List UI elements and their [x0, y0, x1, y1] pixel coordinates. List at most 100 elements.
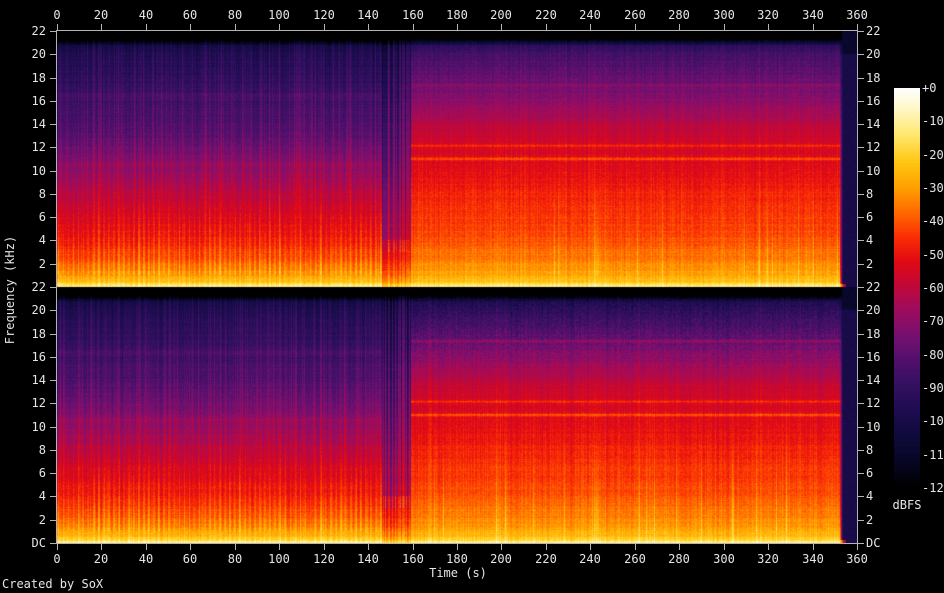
freq-tick-label: 20	[31, 47, 46, 61]
freq-tick-label: 2	[38, 257, 46, 271]
freq-tick	[858, 310, 864, 311]
time-tick	[546, 544, 547, 550]
freq-tick	[50, 124, 56, 125]
time-tick-label: 0	[53, 552, 61, 566]
freq-tick-label: 2	[38, 513, 46, 527]
freq-tick	[50, 520, 56, 521]
freq-tick	[858, 54, 864, 55]
time-tick-label: 280	[668, 552, 690, 566]
dbfs-tick-label: -40	[922, 214, 944, 229]
time-tick-label: 220	[535, 8, 557, 22]
time-tick	[679, 24, 680, 30]
freq-tick-label: 18	[866, 71, 881, 85]
time-tick-label: 20	[93, 552, 109, 566]
time-tick-label: 160	[402, 8, 424, 22]
freq-tick	[50, 54, 56, 55]
freq-tick	[50, 427, 56, 428]
time-tick-label: 360	[846, 552, 868, 566]
freq-tick-label: 4	[38, 489, 46, 503]
time-tick	[146, 24, 147, 30]
time-tick-label: 40	[138, 8, 154, 22]
spectrogram-canvas	[57, 31, 857, 543]
freq-tick	[858, 124, 864, 125]
time-tick	[190, 24, 191, 30]
freq-tick	[858, 380, 864, 381]
freq-tick-label: DC	[31, 536, 46, 550]
time-tick	[768, 544, 769, 550]
freq-tick-label: 16	[866, 350, 881, 364]
colorbar-title: dBFS	[892, 498, 922, 512]
freq-tick-label: DC	[866, 536, 881, 550]
freq-tick	[858, 403, 864, 404]
freq-tick	[50, 194, 56, 195]
freq-tick	[50, 31, 56, 32]
freq-tick-label: 16	[866, 94, 881, 108]
time-tick-label: 80	[227, 8, 243, 22]
freq-tick-label: 12	[866, 396, 881, 410]
time-tick	[235, 544, 236, 550]
freq-tick-label: 20	[866, 303, 881, 317]
time-tick	[279, 544, 280, 550]
time-tick	[813, 24, 814, 30]
y-axis-title: Frequency (kHz)	[3, 235, 17, 345]
time-tick-label: 240	[579, 552, 601, 566]
time-tick-label: 320	[757, 552, 779, 566]
time-tick	[101, 24, 102, 30]
time-tick	[501, 544, 502, 550]
dbfs-tick-label: -10	[922, 114, 944, 129]
freq-tick-label: 16	[31, 350, 46, 364]
freq-tick	[858, 31, 864, 32]
freq-tick-label: 22	[31, 24, 46, 38]
time-tick	[590, 24, 591, 30]
freq-tick	[858, 217, 864, 218]
freq-tick	[50, 147, 56, 148]
dbfs-tick-label: -70	[922, 314, 944, 329]
freq-tick	[50, 310, 56, 311]
freq-tick	[50, 334, 56, 335]
time-tick-label: 220	[535, 552, 557, 566]
freq-tick-label: 14	[31, 117, 46, 131]
time-tick	[146, 544, 147, 550]
time-tick-label: 300	[713, 8, 735, 22]
time-tick-label: 200	[490, 552, 512, 566]
freq-tick-label: 20	[866, 47, 881, 61]
dbfs-tick-label: -60	[922, 281, 944, 295]
time-tick-label: 260	[624, 8, 646, 22]
time-tick	[724, 544, 725, 550]
freq-tick-label: 20	[31, 303, 46, 317]
time-tick-label: 120	[313, 552, 335, 566]
freq-tick-label: 22	[31, 280, 46, 294]
freq-tick-label: 16	[31, 94, 46, 108]
time-tick-label: 100	[268, 552, 290, 566]
time-tick-label: 300	[713, 552, 735, 566]
freq-tick-label: 22	[866, 280, 881, 294]
time-tick	[368, 24, 369, 30]
freq-tick-label: 18	[866, 327, 881, 341]
time-tick-label: 80	[227, 552, 243, 566]
freq-tick	[858, 147, 864, 148]
freq-tick-label: 12	[31, 396, 46, 410]
time-tick	[635, 24, 636, 30]
time-tick-label: 20	[93, 8, 109, 22]
time-tick	[235, 24, 236, 30]
freq-tick-label: 10	[866, 420, 881, 434]
freq-tick	[50, 171, 56, 172]
freq-tick-label: 8	[38, 187, 46, 201]
freq-tick	[858, 334, 864, 335]
freq-tick	[50, 78, 56, 79]
time-tick	[857, 544, 858, 550]
freq-tick	[858, 194, 864, 195]
credit: Created by SoX	[2, 577, 104, 591]
time-tick	[324, 544, 325, 550]
freq-tick-label: 10	[31, 164, 46, 178]
time-tick-label: 200	[490, 8, 512, 22]
colorbar	[894, 88, 920, 488]
time-tick-label: 320	[757, 8, 779, 22]
freq-tick	[50, 101, 56, 102]
time-tick	[413, 544, 414, 550]
time-tick-label: 60	[182, 8, 198, 22]
time-tick	[813, 544, 814, 550]
freq-tick-label: 14	[866, 117, 881, 131]
freq-tick	[858, 473, 864, 474]
